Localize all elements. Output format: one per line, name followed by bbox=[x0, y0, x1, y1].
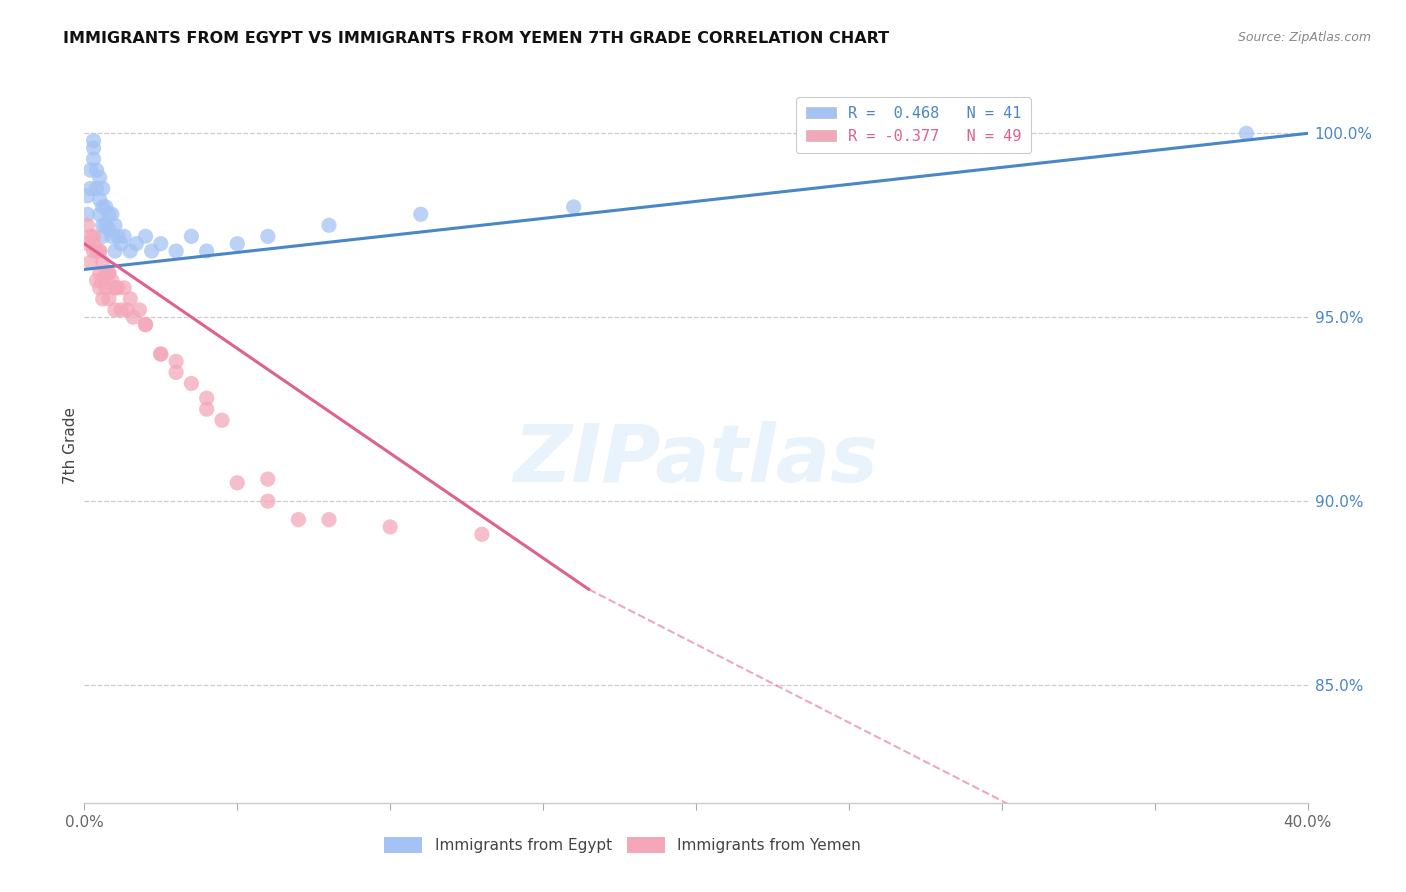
Point bbox=[110, 302, 132, 317]
Point bbox=[86, 273, 108, 287]
Point bbox=[104, 244, 127, 258]
Point bbox=[195, 244, 218, 258]
Point bbox=[89, 244, 111, 258]
Point bbox=[104, 281, 127, 295]
Point bbox=[91, 273, 114, 287]
Point bbox=[76, 207, 98, 221]
Point bbox=[83, 236, 105, 251]
Point bbox=[101, 229, 124, 244]
Point bbox=[101, 207, 124, 221]
Point bbox=[97, 222, 120, 236]
Point bbox=[83, 141, 105, 155]
Point bbox=[89, 244, 111, 258]
Point bbox=[91, 181, 114, 195]
Point bbox=[89, 193, 111, 207]
Point bbox=[79, 229, 101, 244]
Point bbox=[91, 200, 114, 214]
Point bbox=[86, 181, 108, 195]
Point bbox=[83, 134, 105, 148]
Point bbox=[180, 229, 202, 244]
Text: ZIPatlas: ZIPatlas bbox=[513, 421, 879, 500]
Point bbox=[195, 391, 218, 405]
Point bbox=[125, 236, 148, 251]
Point bbox=[149, 347, 172, 361]
Point bbox=[83, 152, 105, 166]
Point bbox=[135, 318, 157, 332]
Point bbox=[149, 347, 172, 361]
Point bbox=[97, 266, 120, 280]
Text: IMMIGRANTS FROM EGYPT VS IMMIGRANTS FROM YEMEN 7TH GRADE CORRELATION CHART: IMMIGRANTS FROM EGYPT VS IMMIGRANTS FROM… bbox=[63, 31, 890, 46]
Point bbox=[94, 219, 117, 233]
Point bbox=[97, 292, 120, 306]
Point bbox=[112, 229, 135, 244]
Point bbox=[89, 207, 111, 221]
Point bbox=[79, 163, 101, 178]
Point bbox=[165, 354, 187, 368]
Point bbox=[211, 413, 233, 427]
Point bbox=[79, 255, 101, 269]
Point bbox=[226, 236, 249, 251]
Point bbox=[94, 266, 117, 280]
Text: Source: ZipAtlas.com: Source: ZipAtlas.com bbox=[1237, 31, 1371, 45]
Point bbox=[107, 281, 129, 295]
Point bbox=[122, 310, 145, 325]
Point bbox=[94, 281, 117, 295]
Point bbox=[135, 229, 157, 244]
Point bbox=[135, 318, 157, 332]
Point bbox=[409, 207, 432, 221]
Point bbox=[89, 281, 111, 295]
Point bbox=[128, 302, 150, 317]
Point bbox=[94, 200, 117, 214]
Point bbox=[257, 472, 280, 486]
Point bbox=[89, 170, 111, 185]
Point bbox=[180, 376, 202, 391]
Point bbox=[91, 255, 114, 269]
Point bbox=[104, 219, 127, 233]
Point bbox=[165, 244, 187, 258]
Point bbox=[97, 266, 120, 280]
Point bbox=[86, 244, 108, 258]
Point bbox=[91, 229, 114, 244]
Point bbox=[257, 229, 280, 244]
Point bbox=[1236, 126, 1258, 140]
Point bbox=[226, 475, 249, 490]
Point bbox=[149, 236, 172, 251]
Point bbox=[318, 219, 340, 233]
Point bbox=[141, 244, 163, 258]
Point bbox=[112, 281, 135, 295]
Point bbox=[101, 273, 124, 287]
Point bbox=[91, 219, 114, 233]
Point bbox=[380, 520, 402, 534]
Point bbox=[76, 189, 98, 203]
Point bbox=[97, 207, 120, 221]
Point bbox=[76, 236, 98, 251]
Point bbox=[89, 266, 111, 280]
Point bbox=[79, 181, 101, 195]
Point bbox=[104, 281, 127, 295]
Point bbox=[318, 512, 340, 526]
Point bbox=[76, 219, 98, 233]
Point bbox=[562, 200, 585, 214]
Y-axis label: 7th Grade: 7th Grade bbox=[63, 408, 77, 484]
Point bbox=[107, 229, 129, 244]
Legend: Immigrants from Egypt, Immigrants from Yemen: Immigrants from Egypt, Immigrants from Y… bbox=[378, 831, 868, 859]
Point bbox=[120, 292, 142, 306]
Point bbox=[287, 512, 309, 526]
Point bbox=[91, 292, 114, 306]
Point bbox=[195, 402, 218, 417]
Point bbox=[257, 494, 280, 508]
Point bbox=[83, 229, 105, 244]
Point bbox=[104, 302, 127, 317]
Point bbox=[120, 244, 142, 258]
Point bbox=[115, 302, 138, 317]
Point bbox=[83, 244, 105, 258]
Point bbox=[165, 366, 187, 380]
Point bbox=[110, 236, 132, 251]
Point bbox=[86, 163, 108, 178]
Point bbox=[471, 527, 494, 541]
